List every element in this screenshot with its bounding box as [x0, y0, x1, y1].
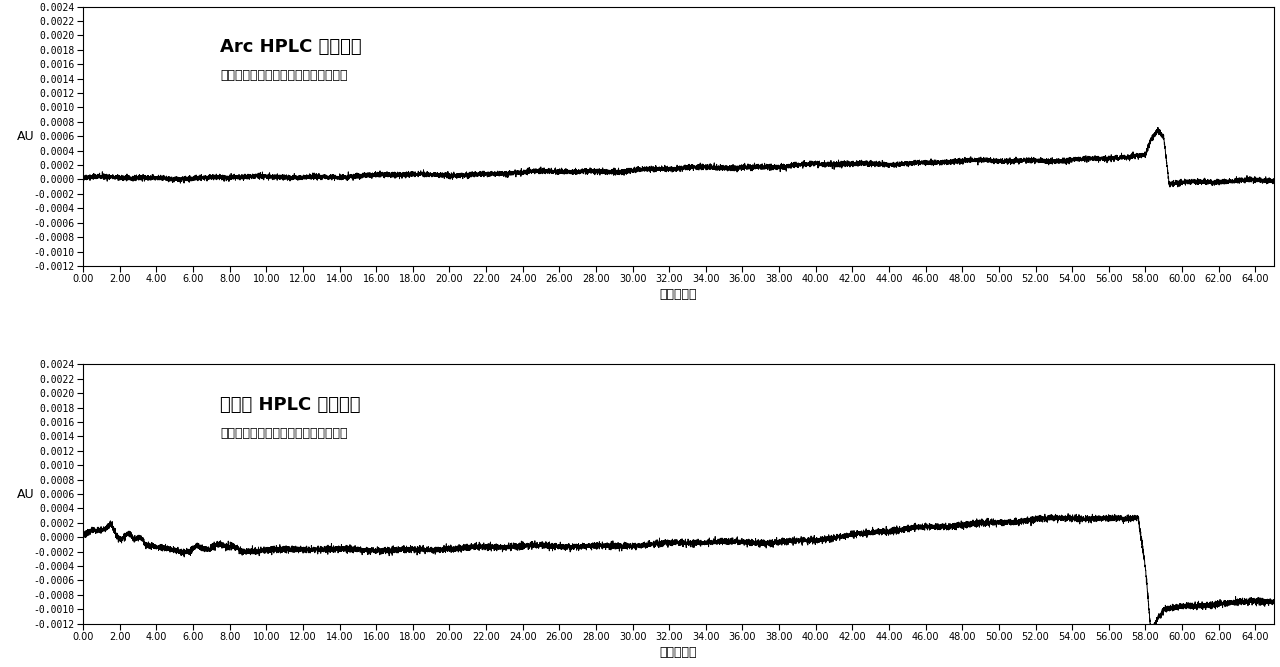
Text: 分析前ブランク試料のクロマトグラム: 分析前ブランク試料のクロマトグラム	[220, 427, 348, 440]
Text: 他社製 HPLC システム: 他社製 HPLC システム	[220, 396, 361, 414]
X-axis label: 時間（分）: 時間（分）	[659, 646, 698, 659]
X-axis label: 時間（分）: 時間（分）	[659, 288, 698, 301]
Y-axis label: AU: AU	[17, 488, 35, 500]
Text: Arc HPLC システム: Arc HPLC システム	[220, 38, 362, 56]
Y-axis label: AU: AU	[17, 130, 35, 143]
Text: 分析前ブランク試料のクロマトグラム: 分析前ブランク試料のクロマトグラム	[220, 69, 348, 82]
